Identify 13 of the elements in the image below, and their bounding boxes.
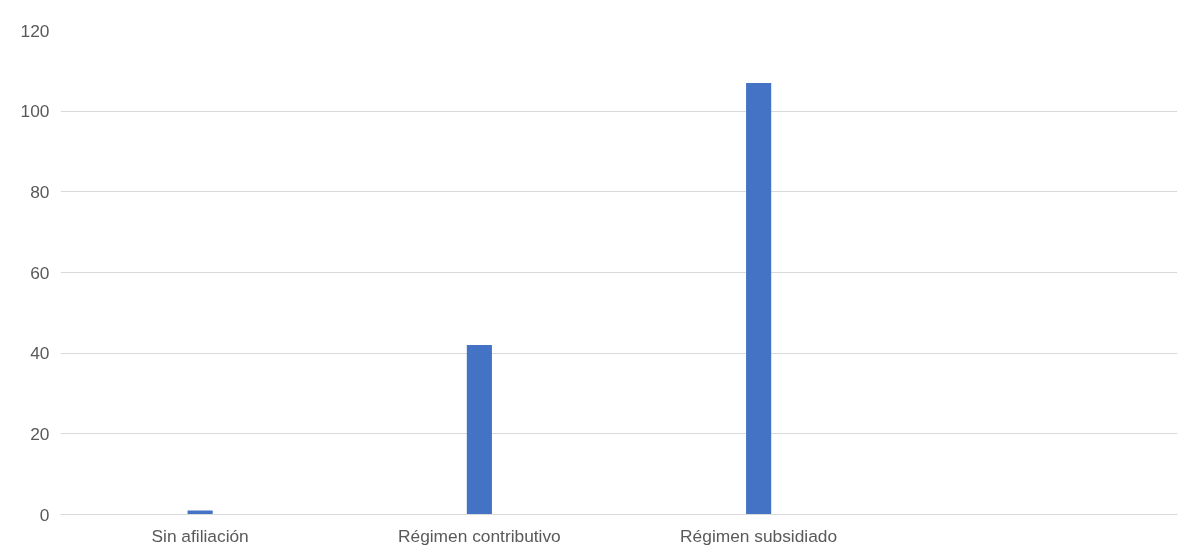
- bar: [187, 510, 213, 515]
- y-tick-label: 120: [20, 20, 50, 41]
- y-tick-label: 60: [30, 262, 50, 283]
- y-tick-label: 100: [20, 101, 50, 122]
- y-tick-label: 80: [30, 181, 50, 202]
- y-tick-label: 0: [39, 504, 50, 525]
- y-tick-label: 20: [30, 423, 50, 444]
- x-tick-label: Régimen subsidiado: [680, 525, 838, 546]
- x-tick-label: Régimen contributivo: [397, 525, 561, 546]
- y-tick-label: 40: [30, 343, 50, 364]
- x-tick-label: Sin afiliación: [151, 525, 249, 546]
- bar: [466, 345, 492, 515]
- bar: [746, 82, 772, 515]
